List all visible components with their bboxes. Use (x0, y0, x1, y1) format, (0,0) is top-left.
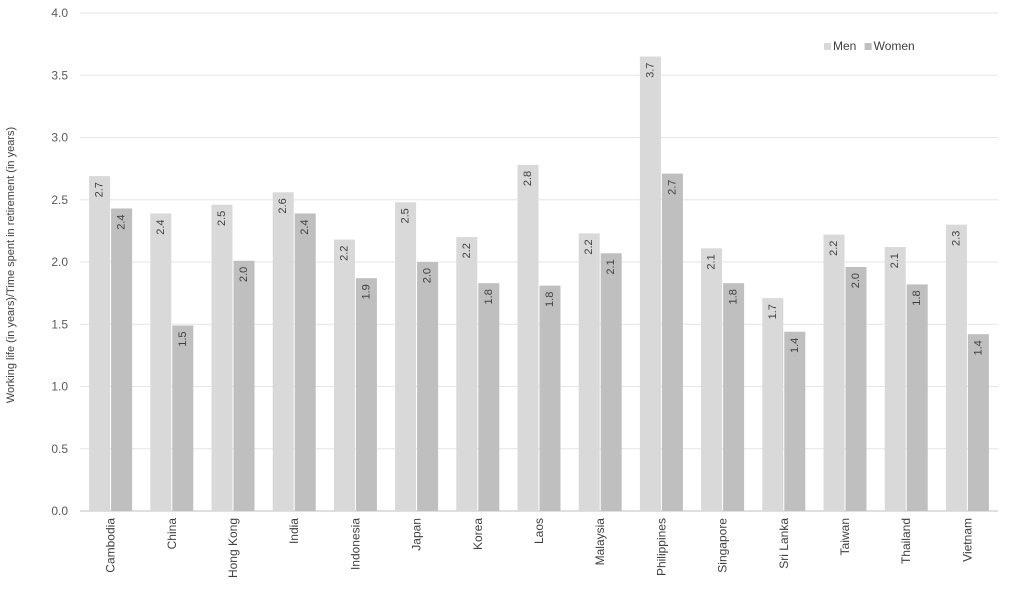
data-label: 2.2 (338, 246, 350, 261)
category-label: India (287, 518, 301, 544)
bar-women-thailand (906, 284, 928, 511)
data-label: 2.4 (116, 214, 128, 229)
data-label: 1.7 (767, 304, 779, 319)
bar-women-laos (539, 285, 561, 511)
legend-label-men: Men (833, 39, 856, 53)
data-label: 1.5 (177, 331, 189, 346)
bar-men-hong-kong (211, 204, 233, 512)
bar-men-indonesia (333, 239, 355, 511)
data-label: 2.4 (155, 219, 167, 234)
bar-women-vietnam (967, 334, 989, 511)
data-label: 2.2 (583, 239, 595, 254)
bar-men-vietnam (945, 224, 967, 511)
data-label: 2.4 (299, 219, 311, 234)
category-labels: Cambodia China Hong Kong India Indonesia Japa… (104, 518, 975, 578)
data-label: 2.2 (461, 243, 473, 258)
bar-men-thailand (884, 247, 906, 511)
legend-swatch-men (824, 43, 831, 50)
bar-men-china (150, 213, 172, 511)
y-tick-label: 0.0 (51, 504, 68, 518)
data-label: 2.1 (889, 253, 901, 268)
legend: Men Women (824, 39, 915, 53)
bar-women-singapore (723, 283, 745, 511)
y-tick-label: 1.5 (51, 317, 68, 331)
data-label: 1.8 (911, 290, 923, 305)
bar-men-japan (395, 202, 417, 512)
bar-women-cambodia (111, 208, 133, 511)
y-tick-label: 1.0 (51, 380, 68, 394)
data-label: 2.6 (277, 198, 289, 213)
bar-women-taiwan (845, 266, 867, 511)
data-label: 2.3 (950, 231, 962, 246)
y-tick-label: 2.0 (51, 255, 68, 269)
category-label: Thailand (899, 518, 913, 564)
bar-women-philippines (661, 173, 683, 512)
category-label: Indonesia (348, 518, 362, 570)
bar-women-japan (417, 262, 439, 511)
bar-men-philippines (639, 56, 661, 511)
data-label: 2.5 (216, 211, 228, 226)
data-label: 1.4 (972, 340, 984, 355)
data-label: 2.5 (400, 208, 412, 223)
gridlines (80, 12, 998, 512)
category-label: Singapore (716, 518, 730, 573)
bar-women-korea (478, 283, 500, 511)
data-label: 2.7 (666, 180, 678, 195)
bar-men-taiwan (823, 234, 845, 512)
data-label: 2.0 (422, 268, 434, 283)
bar-men-singapore (701, 248, 723, 511)
data-label: 2.1 (605, 259, 617, 274)
data-label: 2.0 (238, 267, 250, 282)
y-axis-ticks: 0.0 0.5 1.0 1.5 2.0 2.5 3.0 3.5 4.0 (51, 6, 68, 518)
y-axis-title: Working life (in years)/Time spent in re… (5, 127, 17, 403)
category-label: China (165, 518, 179, 550)
bar-men-cambodia (89, 176, 111, 511)
category-label: Malaysia (593, 518, 607, 566)
category-label: Cambodia (104, 518, 118, 573)
data-label: 2.8 (522, 171, 534, 186)
legend-label-women: Women (874, 39, 915, 53)
category-label: Sri Lanka (777, 518, 791, 569)
category-label: Japan (410, 518, 424, 551)
data-label: 2.2 (828, 241, 840, 256)
bars: 2.7 2.4 2.4 1.5 2.5 2.0 2.6 2.4 2.2 1.9 2.5 2.0 2.2 1… (89, 56, 989, 512)
bar-women-malaysia (600, 253, 622, 511)
y-tick-label: 0.5 (51, 442, 68, 456)
data-label: 3.7 (644, 63, 656, 78)
data-label: 2.0 (850, 273, 862, 288)
bar-men-india (272, 192, 294, 511)
category-label: Taiwan (838, 518, 852, 555)
legend-swatch-women (864, 43, 872, 50)
category-label: Philippines (654, 518, 668, 576)
category-label: Vietnam (960, 518, 974, 562)
bar-men-malaysia (578, 233, 600, 512)
data-label: 1.9 (360, 284, 372, 299)
bar-men-korea (456, 237, 478, 511)
category-label: Laos (532, 518, 546, 544)
bar-women-sri-lanka (784, 331, 806, 511)
y-tick-label: 4.0 (51, 6, 68, 20)
bar-men-sri-lanka (762, 298, 784, 511)
y-tick-label: 3.0 (51, 131, 68, 145)
bar-women-hong-kong (233, 260, 255, 511)
y-tick-label: 2.5 (51, 193, 68, 207)
data-label: 2.1 (706, 254, 718, 269)
data-label: 1.4 (789, 338, 801, 353)
data-label: 1.8 (728, 289, 740, 304)
bar-men-laos (517, 164, 539, 511)
category-label: Korea (471, 518, 485, 550)
bar-women-indonesia (355, 278, 377, 511)
category-label: Hong Kong (226, 518, 240, 578)
y-tick-label: 3.5 (51, 68, 68, 82)
data-label: 2.7 (94, 182, 106, 197)
data-label: 1.8 (544, 292, 556, 307)
bar-women-china (172, 325, 194, 511)
bar-women-india (294, 213, 316, 511)
data-label: 1.8 (483, 289, 495, 304)
